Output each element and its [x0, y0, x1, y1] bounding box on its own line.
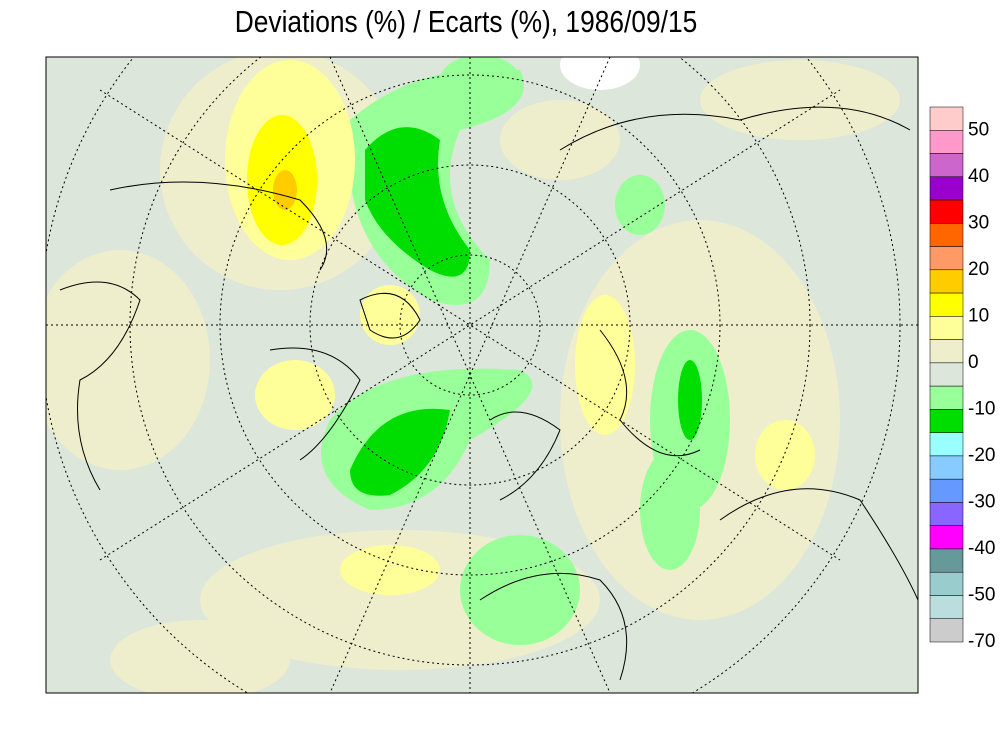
legend-label: 20 — [968, 259, 989, 280]
legend-label: -40 — [968, 538, 995, 559]
legend-swatch — [929, 153, 964, 178]
legend-swatch — [929, 223, 964, 247]
legend-swatch — [929, 130, 964, 154]
legend-swatch — [929, 548, 964, 573]
map — [46, 57, 918, 693]
legend-swatch — [929, 106, 964, 131]
legend-label: -50 — [968, 584, 995, 605]
legend-swatch — [929, 176, 964, 201]
legend-label: 50 — [968, 119, 989, 140]
legend-swatch — [929, 246, 964, 271]
legend-swatch — [929, 199, 964, 224]
legend-label: -30 — [968, 491, 995, 512]
legend-label: -10 — [968, 398, 995, 419]
coastlines — [59, 106, 918, 681]
legend-swatch — [929, 595, 964, 619]
legend-label: -20 — [968, 445, 995, 466]
legend-swatch — [929, 618, 964, 643]
legend-swatch — [929, 362, 964, 387]
dark-green-areas — [350, 127, 702, 496]
legend-swatch — [929, 385, 964, 410]
legend: 50 40 30 20 10 0 -10 -20 -30 -40 -50 -70 — [929, 106, 995, 652]
legend-swatch — [929, 316, 964, 340]
graticule — [46, 57, 918, 693]
legend-swatch — [929, 502, 964, 526]
legend-swatch — [929, 455, 964, 480]
legend-swatch — [929, 571, 964, 596]
legend-swatch — [929, 339, 964, 364]
orange-area — [273, 170, 297, 210]
legend-label: 30 — [968, 212, 989, 233]
map-frame — [45, 56, 919, 694]
legend-swatch — [929, 478, 964, 503]
map-title: Deviations (%) / Ecarts (%), 1986/09/15 — [235, 5, 697, 39]
legend-swatch — [929, 525, 964, 550]
legend-swatch — [929, 409, 964, 433]
legend-swatch — [929, 432, 964, 457]
legend-label: 10 — [968, 305, 989, 326]
legend-swatch — [929, 292, 964, 317]
legend-swatch — [929, 269, 964, 294]
legend-label: 40 — [968, 166, 989, 187]
legend-label: 0 — [968, 352, 979, 373]
legend-label: -70 — [968, 631, 995, 652]
no-data-area — [560, 57, 640, 90]
